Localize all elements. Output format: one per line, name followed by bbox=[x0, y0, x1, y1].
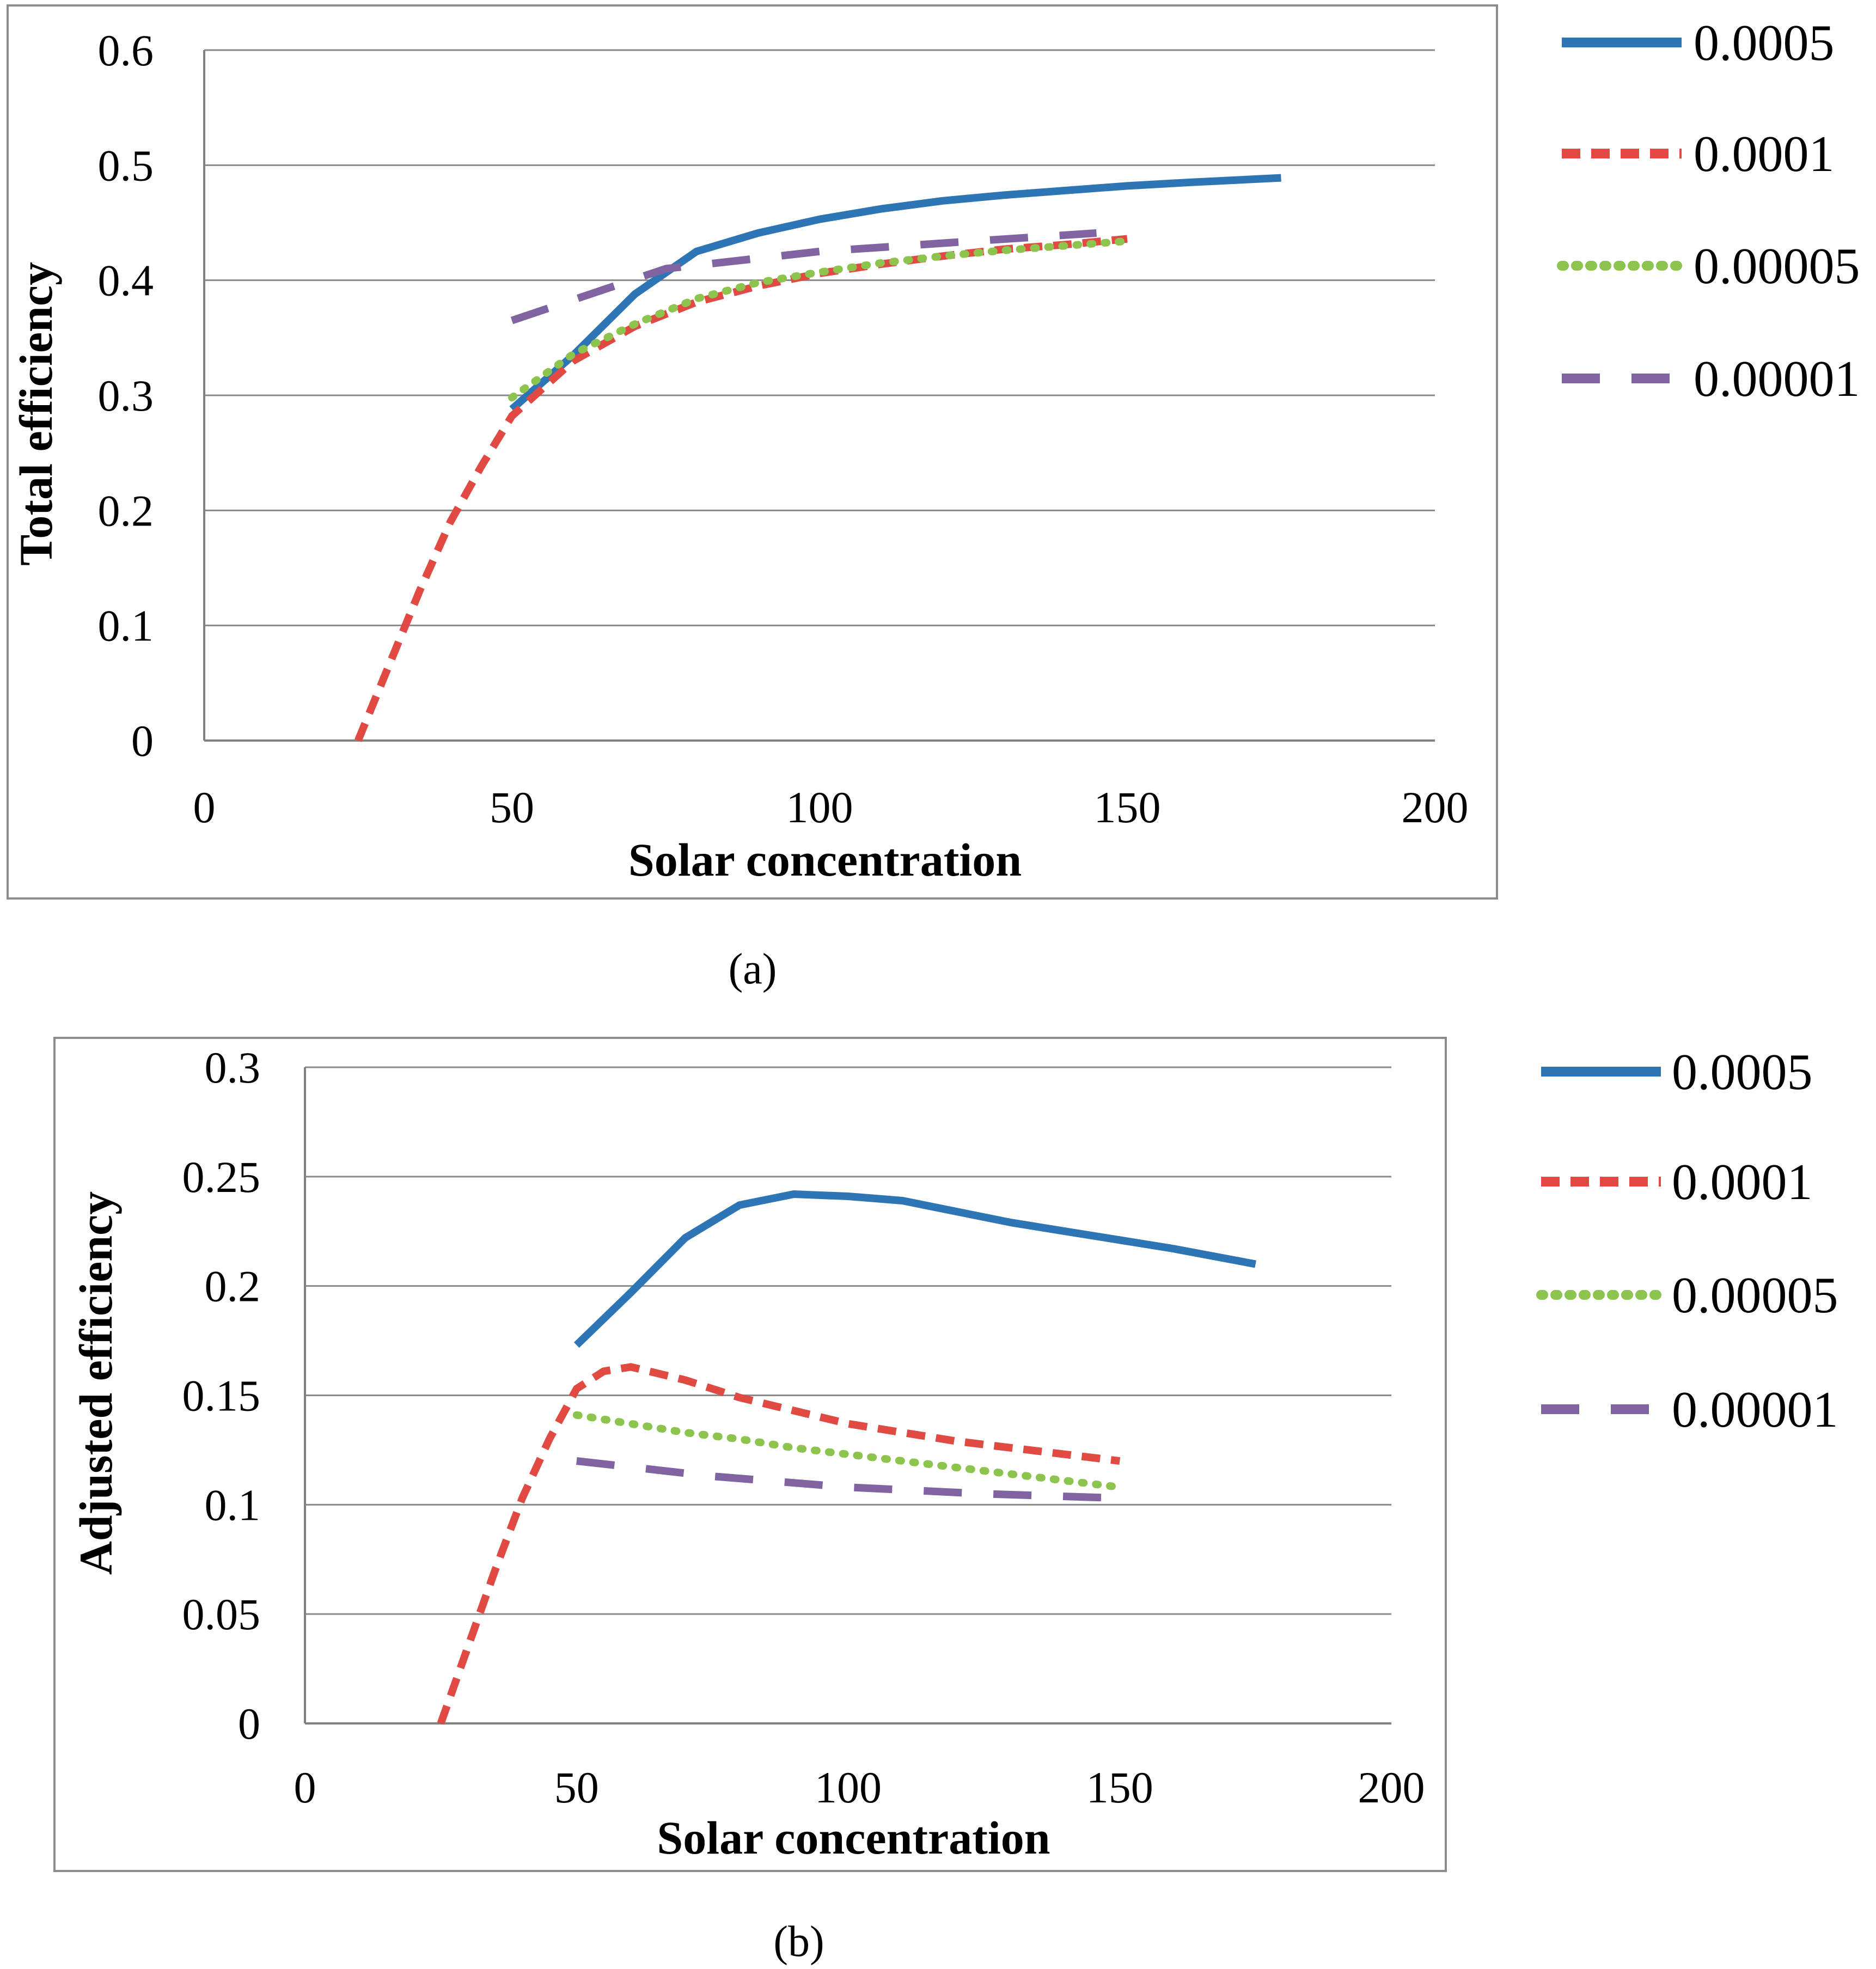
y-axis-label: Total efficiency bbox=[10, 262, 62, 566]
y-tick-label: 0.5 bbox=[98, 140, 154, 190]
y-tick-label: 0 bbox=[238, 1699, 260, 1748]
legend-label: 0.0001 bbox=[1672, 1154, 1813, 1210]
chart-panel-a: 0 0.1 0.2 0.3 0.4 0.5 0.6 0 50 100 150 200 Solar con… bbox=[7, 4, 1860, 900]
y-tick-label: 0.15 bbox=[182, 1371, 261, 1421]
series-line-0.00001 bbox=[576, 1457, 1120, 1502]
panel-caption: (b) bbox=[773, 1918, 824, 1966]
x-tick-label: 100 bbox=[786, 782, 853, 832]
legend-label: 0.00005 bbox=[1672, 1267, 1838, 1324]
x-tick-label: 0 bbox=[193, 782, 216, 832]
chart-area-border bbox=[53, 1037, 1447, 1872]
chart-panel-b: 0 0.05 0.1 0.15 0.2 0.25 0.3 0 50 100 150 200 Solar … bbox=[53, 1037, 1838, 1872]
x-tick-label: 200 bbox=[1402, 782, 1469, 832]
y-tick-label: 0.4 bbox=[98, 256, 154, 305]
x-tick-label: 100 bbox=[815, 1763, 882, 1812]
y-axis-label: Adjusted efficiency bbox=[70, 1191, 122, 1575]
legend-label: 0.0005 bbox=[1694, 15, 1835, 71]
panel-caption: (a) bbox=[729, 945, 777, 993]
x-tick-label: 200 bbox=[1358, 1763, 1425, 1812]
x-tick-label: 150 bbox=[1086, 1763, 1153, 1812]
x-tick-label: 50 bbox=[554, 1763, 599, 1812]
series-line-0.0001 bbox=[437, 1363, 1121, 1725]
x-tick-label: 150 bbox=[1094, 782, 1161, 832]
legend-label: 0.00001 bbox=[1694, 351, 1860, 407]
y-tick-label: 0.1 bbox=[98, 601, 154, 651]
legend-label: 0.00005 bbox=[1694, 238, 1860, 295]
x-axis-label: Solar concentration bbox=[657, 1812, 1050, 1864]
series-line-0.0005 bbox=[573, 1190, 1256, 1348]
legend: 0.0005 0.0001 0.00005 0.00001 bbox=[1557, 15, 1860, 407]
y-tick-label: 0.2 bbox=[205, 1262, 261, 1311]
y-tick-label: 0.3 bbox=[205, 1043, 261, 1092]
legend-label: 0.0005 bbox=[1672, 1044, 1813, 1100]
y-tick-label: 0.05 bbox=[182, 1589, 261, 1639]
y-tick-label: 0 bbox=[131, 716, 154, 766]
series-line-0.0001 bbox=[355, 235, 1128, 742]
y-tick-label: 0.1 bbox=[205, 1480, 261, 1530]
series-line-0.00005 bbox=[508, 237, 1131, 402]
chart-area-border bbox=[7, 4, 1498, 900]
legend-label: 0.0001 bbox=[1694, 126, 1835, 182]
legend-label: 0.00001 bbox=[1672, 1381, 1838, 1438]
series-line-0.00001 bbox=[510, 229, 1097, 325]
y-tick-label: 0.2 bbox=[98, 486, 154, 535]
y-tick-label: 0.25 bbox=[182, 1152, 261, 1202]
legend: 0.0005 0.0001 0.00005 0.00001 bbox=[1536, 1044, 1838, 1438]
y-tick-label: 0.6 bbox=[98, 26, 154, 75]
x-tick-label: 50 bbox=[490, 782, 534, 832]
x-axis-label: Solar concentration bbox=[628, 834, 1022, 886]
series-line-0.00005 bbox=[572, 1411, 1124, 1491]
x-tick-label: 0 bbox=[294, 1763, 316, 1812]
series-line-0.0005 bbox=[509, 174, 1281, 412]
y-tick-label: 0.3 bbox=[98, 371, 154, 420]
